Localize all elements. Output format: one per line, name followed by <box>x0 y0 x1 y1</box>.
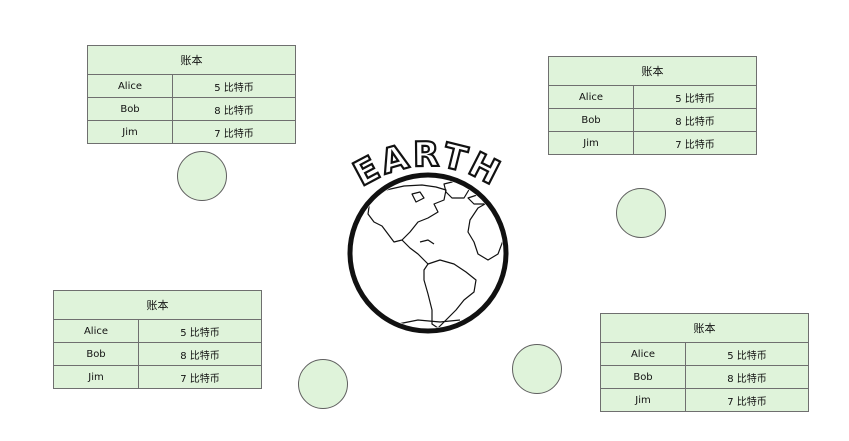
ledger-title: 账本 <box>87 45 296 75</box>
node-circle-bottom-left <box>298 359 348 409</box>
ledger-name: Alice <box>87 74 173 98</box>
ledger-amount: 7 比特币 <box>633 131 757 155</box>
table-row: Alice 5 比特币 <box>53 319 262 343</box>
ledger-name: Jim <box>53 365 139 389</box>
node-circle-top-right <box>616 188 666 238</box>
ledger-table-top-right: 账本 Alice 5 比特币 Bob 8 比特币 Jim 7 比特币 <box>548 56 757 155</box>
ledger-name: Jim <box>87 120 173 144</box>
ledger-amount: 5 比特币 <box>633 85 757 109</box>
ledger-title: 账本 <box>600 313 809 343</box>
table-row: Jim 7 比特币 <box>87 120 296 144</box>
ledger-name: Alice <box>548 85 634 109</box>
ledger-name: Bob <box>53 342 139 366</box>
table-row: Jim 7 比特币 <box>53 365 262 389</box>
node-circle-top-left <box>177 151 227 201</box>
table-row: Bob 8 比特币 <box>600 365 809 389</box>
earth-globe-icon: EARTH <box>346 138 509 334</box>
table-row: Bob 8 比特币 <box>53 342 262 366</box>
table-row: Alice 5 比特币 <box>548 85 757 109</box>
ledger-amount: 7 比特币 <box>138 365 262 389</box>
node-circle-bottom-right <box>512 344 562 394</box>
ledger-name: Jim <box>548 131 634 155</box>
ledger-name: Bob <box>600 365 686 389</box>
table-row: Bob 8 比特币 <box>548 108 757 132</box>
ledger-table-bottom-right: 账本 Alice 5 比特币 Bob 8 比特币 Jim 7 比特币 <box>600 313 809 412</box>
table-row: Jim 7 比特币 <box>600 388 809 412</box>
ledger-amount: 5 比特币 <box>138 319 262 343</box>
ledger-title: 账本 <box>548 56 757 86</box>
ledger-name: Alice <box>53 319 139 343</box>
ledger-amount: 7 比特币 <box>172 120 296 144</box>
ledger-title: 账本 <box>53 290 262 320</box>
ledger-amount: 8 比特币 <box>172 97 296 121</box>
ledger-amount: 5 比特币 <box>685 342 809 366</box>
ledger-amount: 8 比特币 <box>138 342 262 366</box>
table-row: Alice 5 比特币 <box>87 74 296 98</box>
ledger-name: Alice <box>600 342 686 366</box>
ledger-amount: 5 比特币 <box>172 74 296 98</box>
table-row: Alice 5 比特币 <box>600 342 809 366</box>
ledger-amount: 7 比特币 <box>685 388 809 412</box>
table-row: Bob 8 比特币 <box>87 97 296 121</box>
ledger-table-top-left: 账本 Alice 5 比特币 Bob 8 比特币 Jim 7 比特币 <box>87 45 296 144</box>
ledger-name: Jim <box>600 388 686 412</box>
ledger-table-bottom-left: 账本 Alice 5 比特币 Bob 8 比特币 Jim 7 比特币 <box>53 290 262 389</box>
ledger-amount: 8 比特币 <box>685 365 809 389</box>
ledger-name: Bob <box>548 108 634 132</box>
ledger-amount: 8 比特币 <box>633 108 757 132</box>
table-row: Jim 7 比特币 <box>548 131 757 155</box>
ledger-name: Bob <box>87 97 173 121</box>
